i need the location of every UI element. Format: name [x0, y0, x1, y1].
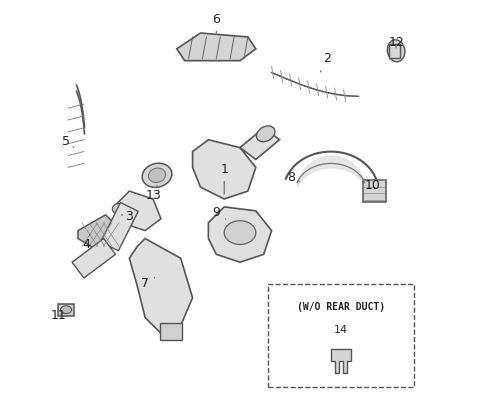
Polygon shape — [208, 207, 272, 262]
FancyBboxPatch shape — [268, 284, 414, 387]
Text: 13: 13 — [145, 185, 161, 201]
Polygon shape — [177, 33, 256, 60]
Text: 5: 5 — [62, 135, 74, 148]
Polygon shape — [101, 203, 138, 251]
Polygon shape — [114, 191, 161, 230]
Text: (W/O REAR DUCT): (W/O REAR DUCT) — [297, 302, 385, 312]
Polygon shape — [72, 238, 116, 278]
Ellipse shape — [112, 203, 127, 215]
FancyBboxPatch shape — [160, 323, 182, 340]
Ellipse shape — [224, 221, 256, 244]
Text: 6: 6 — [212, 13, 220, 33]
Ellipse shape — [148, 168, 166, 183]
Text: 7: 7 — [141, 277, 155, 291]
Ellipse shape — [387, 40, 405, 62]
Ellipse shape — [142, 163, 172, 187]
Ellipse shape — [60, 306, 72, 314]
Polygon shape — [129, 238, 192, 334]
FancyBboxPatch shape — [389, 44, 400, 58]
Polygon shape — [331, 349, 351, 373]
Polygon shape — [192, 140, 256, 199]
Text: 8: 8 — [288, 171, 300, 184]
Polygon shape — [78, 215, 118, 250]
Polygon shape — [240, 128, 279, 160]
FancyBboxPatch shape — [58, 304, 74, 316]
Text: 2: 2 — [320, 52, 331, 72]
Text: 3: 3 — [121, 210, 133, 223]
Text: 9: 9 — [212, 206, 226, 219]
Text: 12: 12 — [388, 36, 404, 49]
Text: 1: 1 — [220, 163, 228, 194]
Text: 11: 11 — [50, 309, 66, 322]
Ellipse shape — [256, 126, 275, 142]
FancyBboxPatch shape — [362, 180, 386, 202]
Text: 10: 10 — [364, 179, 380, 192]
Text: 14: 14 — [334, 326, 348, 336]
Text: 4: 4 — [82, 234, 90, 251]
